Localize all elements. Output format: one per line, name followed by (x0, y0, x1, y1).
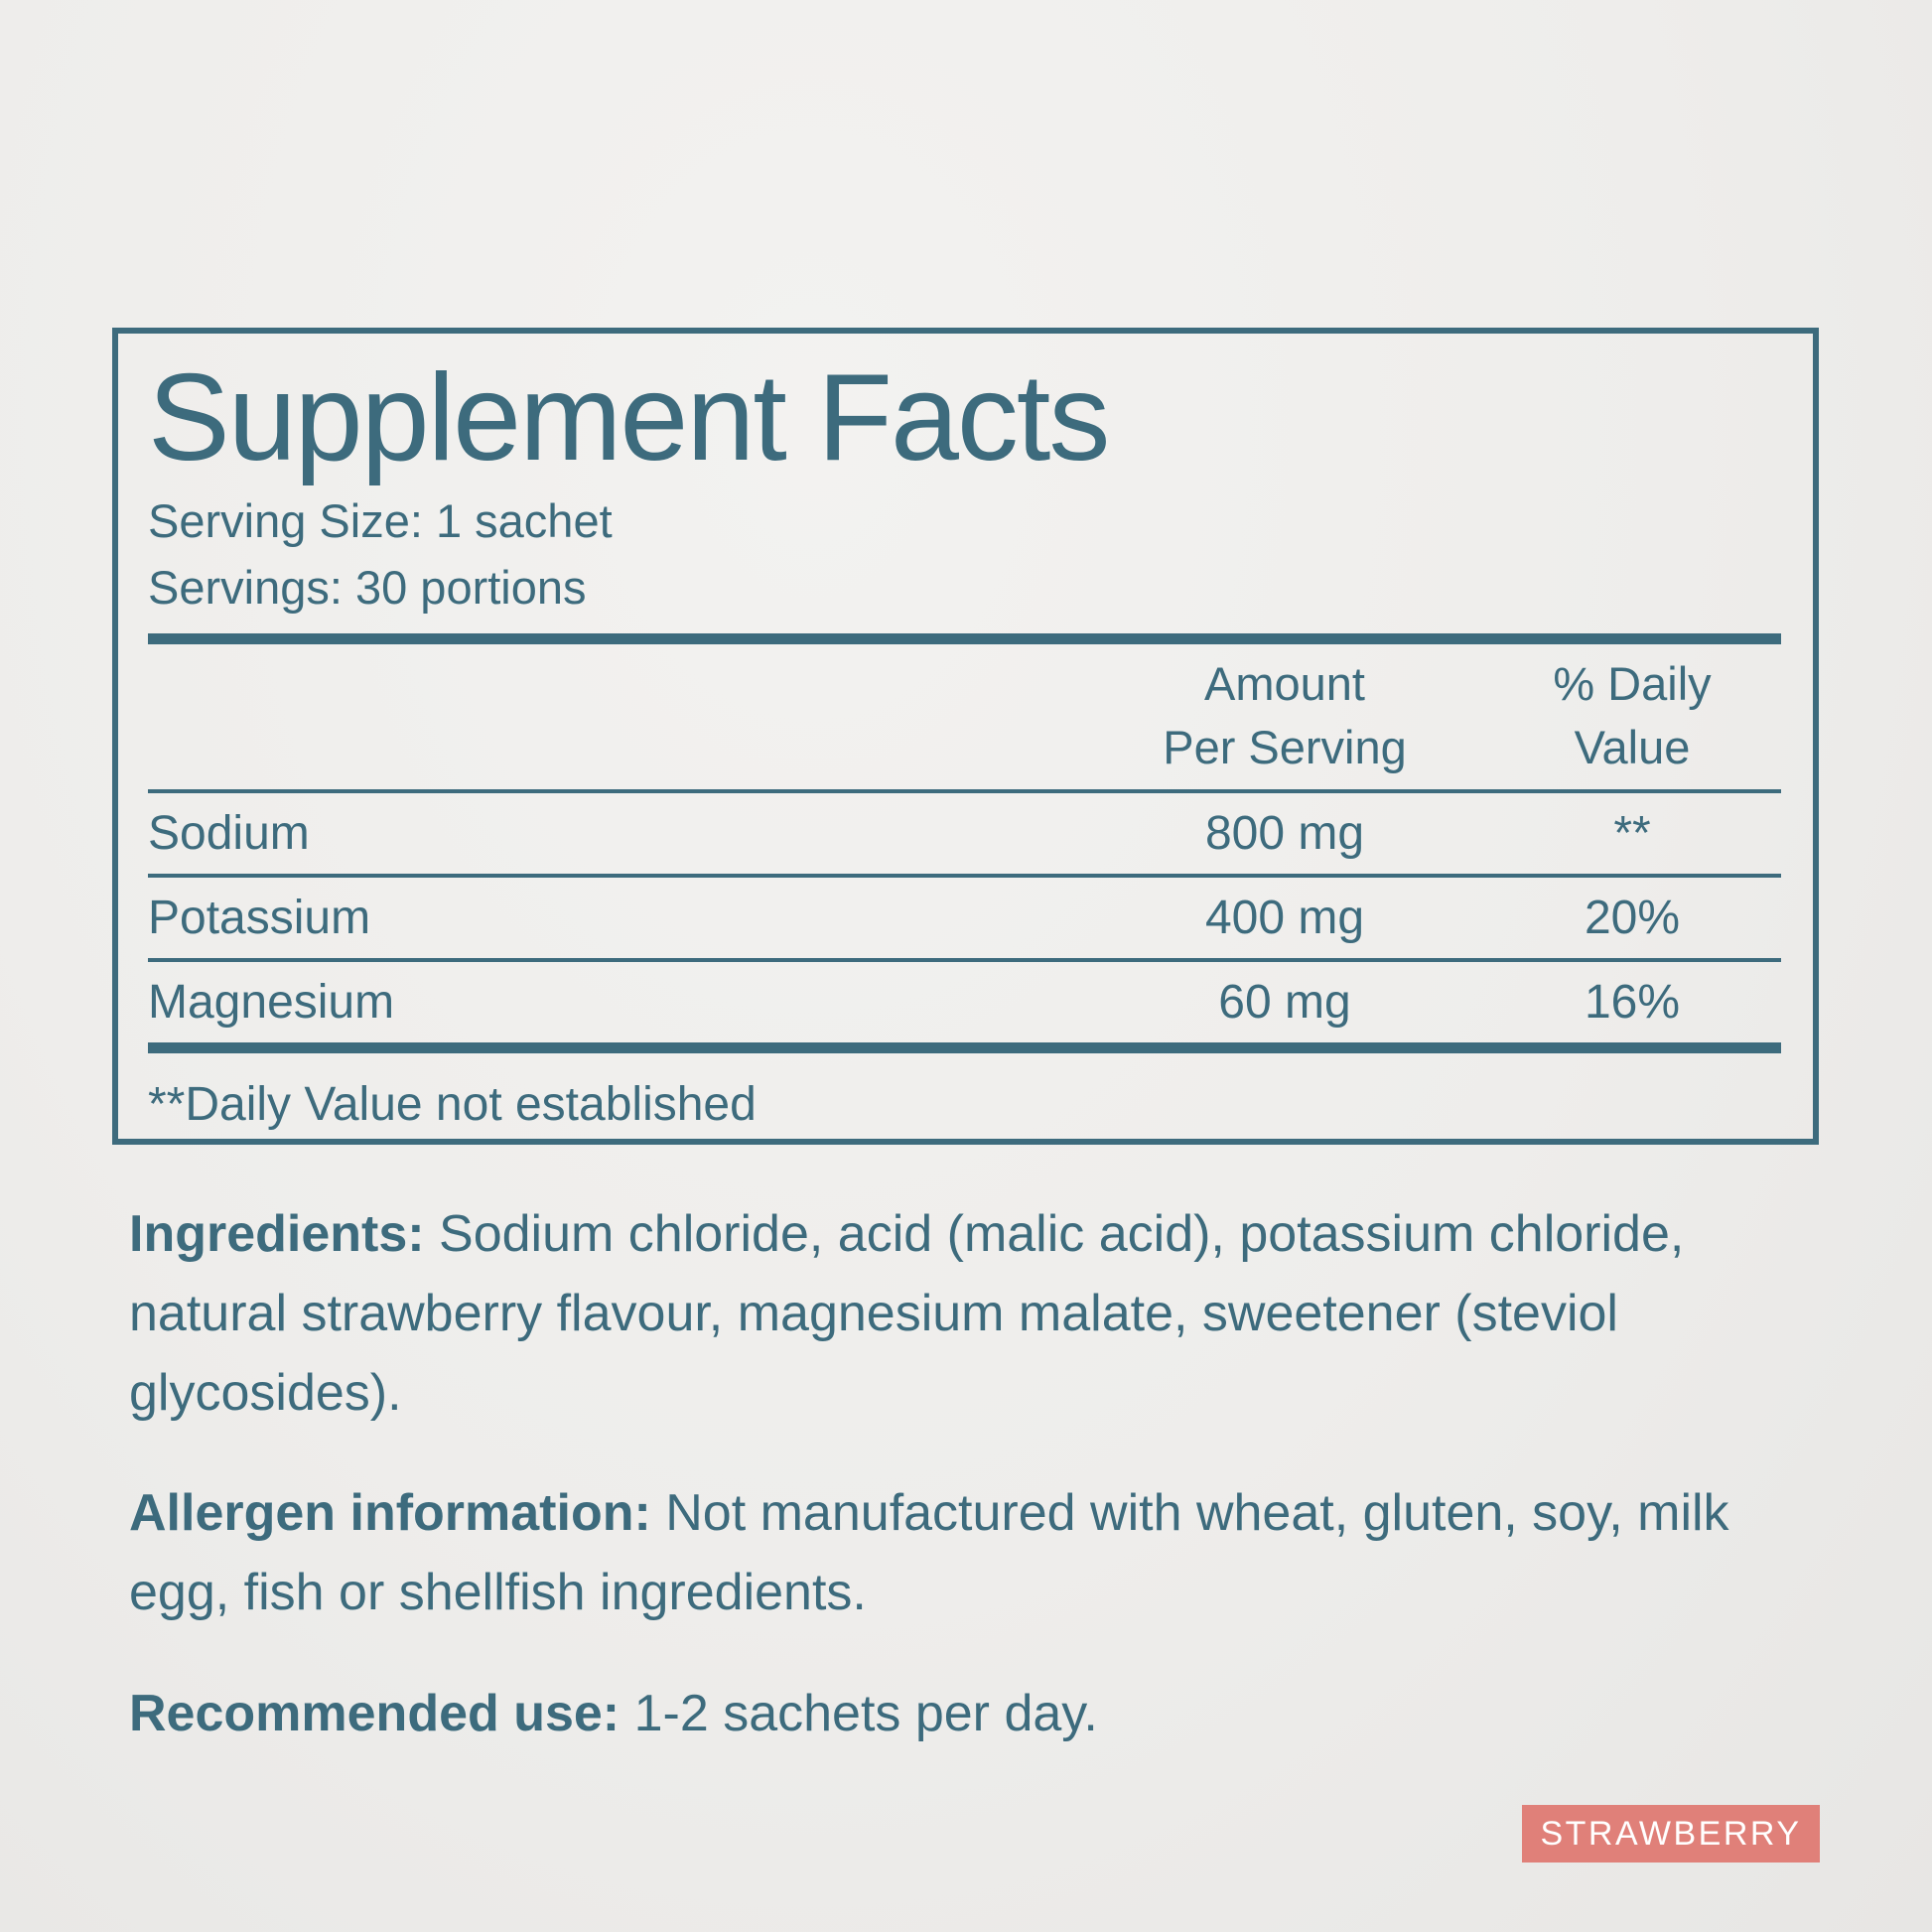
nutrient-amount: 60 mg (1218, 975, 1351, 1029)
nutrient-dv: 20% (1584, 891, 1681, 944)
ingredients-text: Sodium chloride, acid (malic acid), pota… (129, 1205, 1685, 1422)
nutrient-amount: 800 mg (1204, 806, 1365, 860)
allergen-text: Not manufactured with wheat, gluten, soy… (129, 1484, 1729, 1621)
ingredients-paragraph: Ingredients: Sodium chloride, acid (mali… (129, 1194, 1809, 1433)
daily-value-footnote: **Daily Value not established (148, 1077, 757, 1131)
column-header-dv-line1: % Daily (1553, 656, 1712, 710)
nutrient-dv: ** (1613, 806, 1651, 860)
recommended-use-label: Recommended use: (129, 1685, 621, 1742)
nutrient-dv: 16% (1584, 975, 1681, 1029)
panel-title: Supplement Facts (148, 349, 1110, 486)
divider-thick-bottom (148, 1041, 1781, 1053)
table-row-magnesium: Magnesium 60 mg 16% (148, 962, 1781, 1042)
nutrient-name: Potassium (148, 891, 371, 944)
table-header-row: Amount Per Serving % Daily Value (148, 644, 1781, 793)
nutrient-name: Magnesium (148, 975, 395, 1029)
recommended-use-text: 1-2 sachets per day. (620, 1685, 1098, 1742)
servings-count-line: Servings: 30 portions (148, 560, 587, 614)
allergen-paragraph: Allergen information: Not manufactured w… (129, 1473, 1809, 1632)
flavor-badge: STRAWBERRY (1522, 1805, 1820, 1863)
nutrient-amount: 400 mg (1204, 891, 1365, 944)
recommended-use-paragraph: Recommended use: 1-2 sachets per day. (129, 1674, 1809, 1753)
supplement-facts-panel: Supplement Facts Serving Size: 1 sachet … (112, 328, 1819, 1145)
column-header-amount-line1: Amount (1204, 656, 1365, 710)
ingredients-label: Ingredients: (129, 1205, 425, 1263)
column-header-amount: Amount Per Serving (1086, 652, 1483, 779)
column-header-daily-value: % Daily Value (1483, 652, 1781, 779)
divider-thick-top (148, 632, 1781, 644)
column-header-amount-line2: Per Serving (1163, 720, 1407, 773)
allergen-label: Allergen information: (129, 1484, 651, 1542)
table-row-sodium: Sodium 800 mg ** (148, 793, 1781, 878)
nutrient-name: Sodium (148, 806, 310, 860)
column-header-dv-line2: Value (1574, 720, 1691, 773)
table-row-potassium: Potassium 400 mg 20% (148, 878, 1781, 962)
serving-size-line: Serving Size: 1 sachet (148, 493, 613, 547)
